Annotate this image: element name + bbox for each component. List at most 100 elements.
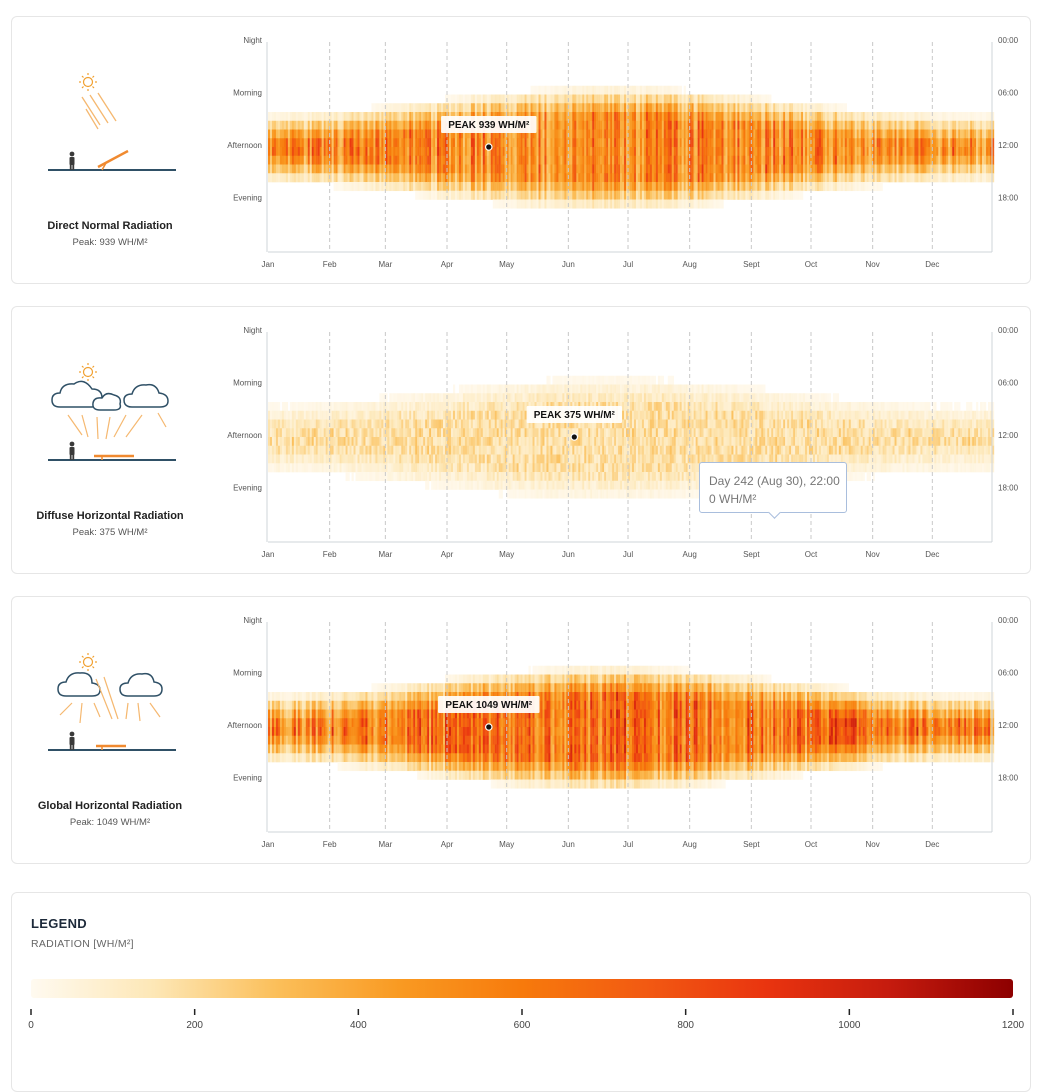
heatmap-cell [292,112,294,121]
heatmap-cell [519,200,521,209]
heatmap-cell [789,121,791,130]
heatmap-cell [338,138,340,147]
heatmap-cell [312,437,314,446]
heatmap-cell [523,138,525,147]
heatmap-cell [515,173,517,182]
heatmap-cell [519,103,521,112]
heatmap-cell [340,455,342,464]
heatmap-cell [564,191,566,200]
heatmap-cell [439,472,441,481]
heatmap-cell [773,130,775,139]
heatmap-cell [439,411,441,420]
heatmap-cell [373,173,375,182]
heatmap-cell [537,95,539,104]
heatmap-cell [982,121,984,130]
heatmap-cell [940,138,942,147]
heatmap-cell [455,455,457,464]
heatmap-cell [910,147,912,156]
heatmap-cell [540,147,542,156]
heatmap-cell [849,130,851,139]
heatmap-cell [968,112,970,121]
heatmap-cell [540,165,542,174]
heatmap-cell [686,130,688,139]
heatmap-cell [926,121,928,130]
heatmap-cell [899,121,901,130]
heatmap-cell [737,95,739,104]
heatmap-cell [694,200,696,209]
heatmap-cell [666,130,668,139]
heatmap-cell [650,138,652,147]
heatmap-cell [455,173,457,182]
heatmap-cell [773,173,775,182]
heatmap-cell [393,121,395,130]
heatmap-cell [877,112,879,121]
heatmap-cell [803,112,805,121]
heatmap-cell [883,147,885,156]
heatmap-cell [294,455,296,464]
heatmap-cell [358,402,360,411]
heatmap-cell [694,130,696,139]
heatmap-cell [608,130,610,139]
heatmap-cell [708,147,710,156]
heatmap-cell [721,112,723,121]
heatmap-cell [895,121,897,130]
heatmap-cell [700,182,702,191]
heatmap-cell [928,138,930,147]
heatmap-cell [449,182,451,191]
heatmap-cell [451,420,453,429]
heatmap-cell [373,411,375,420]
heatmap-cell [419,411,421,420]
heatmap-cell [437,402,439,411]
heatmap-cell [644,95,646,104]
heatmap-cell [473,182,475,191]
heatmap-cell [469,393,471,402]
heatmap-cell [459,463,461,472]
heatmap-cell [723,156,725,165]
heatmap-cell [570,173,572,182]
heatmap-cell [477,173,479,182]
heatmap-cell [610,95,612,104]
heatmap-cell [361,472,363,481]
heatmap-cell [672,147,674,156]
heatmap-cell [779,182,781,191]
heatmap-cell [375,437,377,446]
heatmap-cell [346,121,348,130]
heatmap-cell [294,165,296,174]
heatmap-cell [632,112,634,121]
heatmap-cell [546,112,548,121]
heatmap-cell [286,437,288,446]
heatmap-cell [702,130,704,139]
heatmap-cell [443,138,445,147]
heatmap-cell [403,411,405,420]
heatmap-cell [624,112,626,121]
heatmap-cell [795,182,797,191]
heatmap-cell [658,147,660,156]
heatmap-cell [419,147,421,156]
heatmap-cell [292,420,294,429]
heatmap-cell [324,147,326,156]
heatmap-cell [747,103,749,112]
heatmap-cell [363,455,365,464]
heatmap-cell [363,420,365,429]
heatmap-cell [958,130,960,139]
heatmap-cell [401,446,403,455]
heatmap-cell [733,130,735,139]
heatmap-cell [813,156,815,165]
heatmap-cell [437,130,439,139]
heatmap-cell [459,393,461,402]
heatmap-cell [580,112,582,121]
heatmap-cell [280,420,282,429]
heatmap-cell [359,420,361,429]
y-tick-label-left: Morning [233,89,262,98]
heatmap-cell [433,420,435,429]
heatmap-cell [944,138,946,147]
heatmap-cell [296,130,298,139]
heatmap-cell [316,165,318,174]
heatmap-cell [513,182,515,191]
heatmap-cell [310,156,312,165]
heatmap-cell [696,121,698,130]
